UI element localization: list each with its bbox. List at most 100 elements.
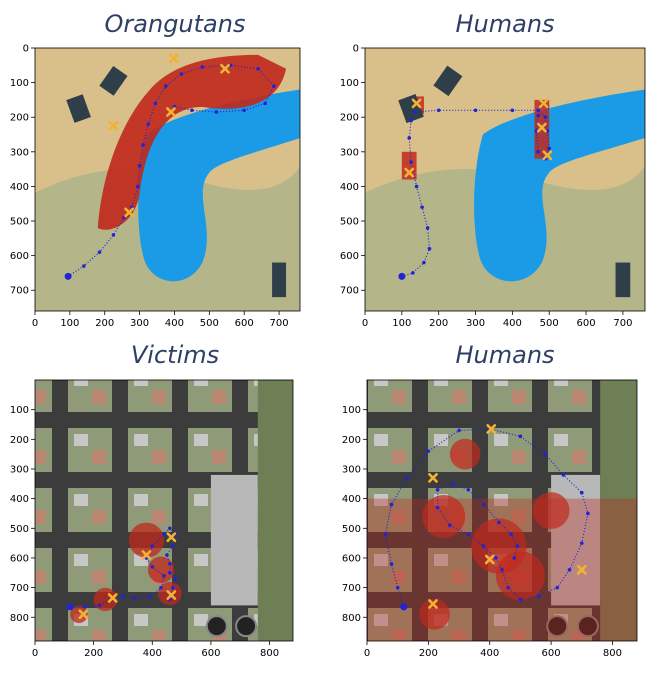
trajectory-point — [162, 573, 166, 578]
x-tick-label: 700 — [613, 318, 632, 329]
x-marker-stroke — [576, 564, 587, 575]
x-tick-label: 300 — [466, 318, 485, 329]
x-marker — [411, 98, 422, 109]
x-tick-label: 200 — [419, 648, 438, 659]
trajectory-point — [466, 487, 471, 492]
trajectory-point — [426, 449, 431, 453]
tank — [546, 615, 569, 638]
building — [272, 262, 287, 298]
trajectory-point — [97, 603, 102, 608]
trajectory-point — [121, 594, 125, 599]
chart-panel-2: 0 100 200 300 400 500 600 700 0 100 200 300 400 500 60… — [340, 44, 646, 329]
building — [615, 262, 631, 298]
trajectory-line — [70, 527, 177, 608]
x-marker — [166, 532, 177, 543]
trajectory-point — [457, 428, 461, 433]
x-marker-stroke — [166, 107, 176, 117]
heatmap-blob — [449, 438, 481, 470]
x-marker-stroke — [538, 98, 549, 109]
x-marker — [107, 593, 118, 603]
x-marker-stroke — [411, 98, 422, 109]
y-tick-label: 600 — [10, 553, 29, 564]
y-tick-label: 600 — [10, 251, 29, 262]
trajectory-start-point — [400, 603, 408, 611]
heatmap-blob — [495, 551, 545, 601]
x-marker-stroke — [166, 590, 177, 600]
x-marker — [404, 167, 415, 178]
y-tick-label: 100 — [342, 405, 361, 416]
trajectory-point — [132, 596, 137, 600]
plot-frame — [364, 47, 646, 312]
trajectory-point — [547, 146, 552, 151]
heatmap-blob — [419, 598, 450, 630]
trajectory-point — [561, 473, 566, 477]
y-tick-label: 500 — [10, 217, 29, 228]
trajectory-point — [586, 511, 590, 516]
trajectory-point — [536, 108, 540, 113]
trajectory-point — [510, 108, 515, 113]
trajectory-point — [409, 118, 413, 123]
x-marker-stroke — [404, 167, 415, 178]
x-marker — [141, 550, 152, 560]
x-marker-stroke — [428, 599, 438, 609]
x-tick-label: 0 — [362, 318, 368, 329]
trajectory-point — [159, 585, 163, 590]
trajectory-point — [435, 487, 440, 492]
trajectory-point — [537, 594, 541, 599]
y-tick-label: 100 — [10, 78, 29, 89]
x-tick-label: 0 — [364, 648, 370, 659]
trajectory-point — [405, 476, 409, 480]
y-tick-label: 300 — [342, 464, 361, 475]
trajectory-point — [111, 233, 116, 237]
map-background — [367, 380, 637, 641]
x-tick-label: 100 — [60, 318, 79, 329]
building — [433, 65, 463, 97]
trajectory-point — [137, 163, 142, 168]
x-marker — [538, 98, 549, 109]
x-marker — [484, 554, 495, 565]
trajectory-point — [494, 556, 498, 560]
trajectory-point — [536, 150, 540, 154]
trajectory-point — [567, 568, 572, 572]
trajectory-point — [163, 84, 168, 88]
y-tick-label: 300 — [10, 147, 29, 158]
trajectory-point — [168, 526, 172, 531]
tank — [235, 615, 258, 638]
y-tick-label: 400 — [10, 494, 29, 505]
trajectory-point — [422, 260, 426, 265]
chart-title-3: Victims — [130, 341, 220, 369]
x-marker — [78, 609, 89, 620]
y-tick-label: 300 — [10, 464, 29, 475]
trajectory-point — [97, 250, 102, 254]
trajectory-point — [409, 160, 413, 164]
x-marker-stroke — [484, 554, 495, 565]
x-tick-label: 800 — [260, 648, 279, 659]
x-marker — [486, 424, 497, 434]
x-tick-label: 800 — [603, 648, 622, 659]
trajectory-point — [536, 113, 540, 118]
map-background — [35, 380, 293, 641]
trajectory-start-point — [66, 603, 74, 611]
x-tick-label: 200 — [95, 318, 114, 329]
trajectory-point — [509, 532, 514, 537]
x-marker-stroke — [108, 120, 119, 131]
x-tick-label: 700 — [270, 318, 289, 329]
trajectory-point — [150, 544, 155, 548]
x-tick-label: 500 — [540, 318, 559, 329]
chart-panel-3: 0 200 400 600 800 100 200 300 400 500 600 700 800 — [10, 379, 294, 659]
x-marker — [428, 599, 438, 609]
x-marker-stroke — [542, 150, 553, 161]
x-marker — [168, 53, 179, 64]
heatmap-blob — [70, 605, 88, 624]
trajectory-point — [515, 544, 520, 548]
trajectory-point — [170, 544, 175, 548]
trajectory-point — [170, 585, 175, 590]
trajectory-point — [412, 110, 417, 114]
trajectory-point — [383, 532, 388, 537]
map-background — [365, 48, 645, 311]
chart-title-2: Humans — [455, 10, 555, 38]
x-marker-stroke — [168, 53, 179, 64]
trajectory-point — [466, 532, 471, 537]
trajectory-start-point — [398, 272, 406, 280]
